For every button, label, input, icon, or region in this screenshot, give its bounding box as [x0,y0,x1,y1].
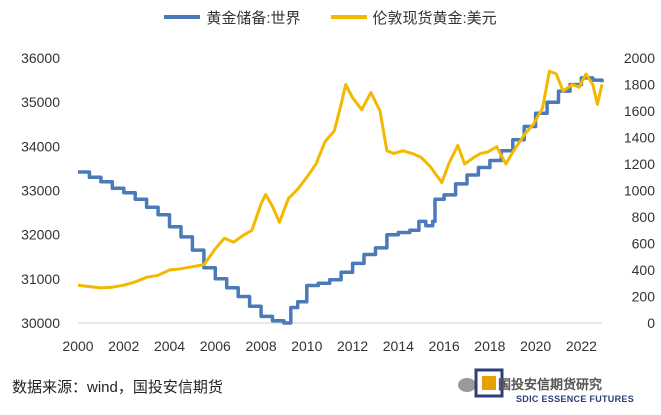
x-tick-label: 2002 [108,338,139,354]
x-tick-label: 2000 [62,338,93,354]
legend-item-gold-price: 伦敦现货黄金:美元 [330,7,497,28]
logo-text: 国投安信期货研究 [498,377,603,392]
y-left-tick-label: 36000 [21,50,60,66]
x-tick-label: 2018 [474,338,505,354]
y-right-tick-label: 1200 [624,156,655,172]
legend-swatch-reserves [164,15,201,19]
legend-label-reserves: 黄金储备:世界 [206,9,301,27]
x-tick-label: 2008 [245,338,276,354]
y-right-axis: 0 200 400 600 800 1000 1200 1400 1600 1800 2000 [624,50,655,331]
sdic-logo-icon [474,368,504,398]
watermark-logo: 国投安信期货研究 SDIC ESSENCE FUTURES [458,362,658,410]
series-line-gold-price [77,69,604,290]
y-left-tick-label: 34000 [21,138,60,154]
x-tick-label: 2014 [383,338,414,354]
x-tick-label: 2010 [291,338,322,354]
x-tick-label: 2016 [429,338,460,354]
x-tick-label: 2020 [520,338,551,354]
logo-en-text: SDIC ESSENCE FUTURES [516,394,635,404]
y-right-tick-label: 1000 [624,183,655,199]
x-tick-label: 2022 [566,338,597,354]
y-right-tick-label: 600 [632,236,656,252]
y-right-tick-label: 1400 [624,130,655,146]
x-tick-label: 2006 [200,338,231,354]
y-left-axis: 30000 31000 32000 33000 34000 35000 36000 [21,50,60,331]
legend-label-gold-price: 伦敦现货黄金:美元 [372,9,497,27]
legend-item-reserves: 黄金储备:世界 [164,7,301,28]
y-right-tick-label: 2000 [624,50,655,66]
y-right-tick-label: 400 [632,262,656,278]
x-tick-label: 2012 [337,338,368,354]
x-axis: 2000 2002 2004 2006 2008 2010 2012 2014 2016 2018… [62,338,597,354]
legend: 黄金储备:世界 伦敦现货黄金:美元 [0,6,661,28]
legend-swatch-gold-price [330,15,367,19]
y-right-tick-label: 800 [632,209,656,225]
y-left-tick-label: 31000 [21,271,60,287]
y-left-tick-label: 32000 [21,227,60,243]
series-layer [77,69,604,325]
y-left-tick-label: 33000 [21,183,60,199]
y-right-tick-label: 200 [632,289,656,305]
x-tick-label: 2004 [154,338,185,354]
y-left-tick-label: 35000 [21,94,60,110]
y-right-tick-label: 1600 [624,103,655,119]
wechat-icon [458,378,476,392]
y-left-tick-label: 30000 [21,315,60,331]
series-line-reserves [78,76,604,325]
source-note: 数据来源：wind，国投安信期货 [12,379,223,396]
y-right-tick-label: 1800 [624,77,655,93]
y-right-tick-label: 0 [647,315,655,331]
